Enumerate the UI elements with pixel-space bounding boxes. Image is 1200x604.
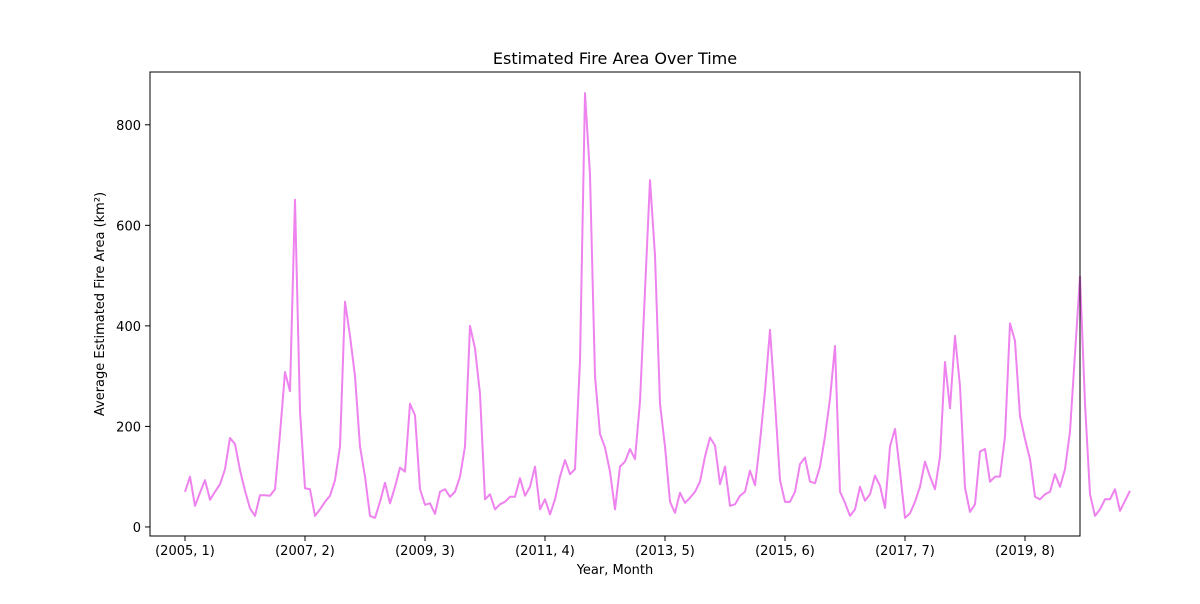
x-tick-label: (2013, 5) bbox=[635, 544, 695, 559]
y-tick-label: 0 bbox=[133, 521, 141, 536]
plot-frame bbox=[149, 71, 1081, 537]
x-tick-label: (2015, 6) bbox=[755, 544, 815, 559]
y-tick-label: 400 bbox=[116, 320, 141, 335]
series-line bbox=[184, 92, 1131, 519]
axis-ticks: 0 200 400 600 800 (2005, 1) (2007, 2) (2009, 3)… bbox=[116, 119, 1055, 559]
x-tick-label: (2009, 3) bbox=[395, 544, 455, 559]
x-tick-label: (2011, 4) bbox=[515, 544, 575, 559]
y-tick-label: 600 bbox=[116, 219, 141, 234]
y-axis-title: Average Estimated Fire Area (km²) bbox=[93, 192, 108, 416]
chart-title: Estimated Fire Area Over Time bbox=[493, 49, 737, 68]
x-axis-title: Year, Month bbox=[576, 563, 654, 578]
x-tick-label: (2005, 1) bbox=[155, 544, 215, 559]
x-tick-label: (2017, 7) bbox=[875, 544, 935, 559]
series-layer bbox=[184, 92, 1131, 519]
y-tick-label: 200 bbox=[116, 420, 141, 435]
x-tick-label: (2019, 8) bbox=[995, 544, 1055, 559]
y-tick-label: 800 bbox=[116, 119, 141, 134]
x-tick-label: (2007, 2) bbox=[275, 544, 335, 559]
